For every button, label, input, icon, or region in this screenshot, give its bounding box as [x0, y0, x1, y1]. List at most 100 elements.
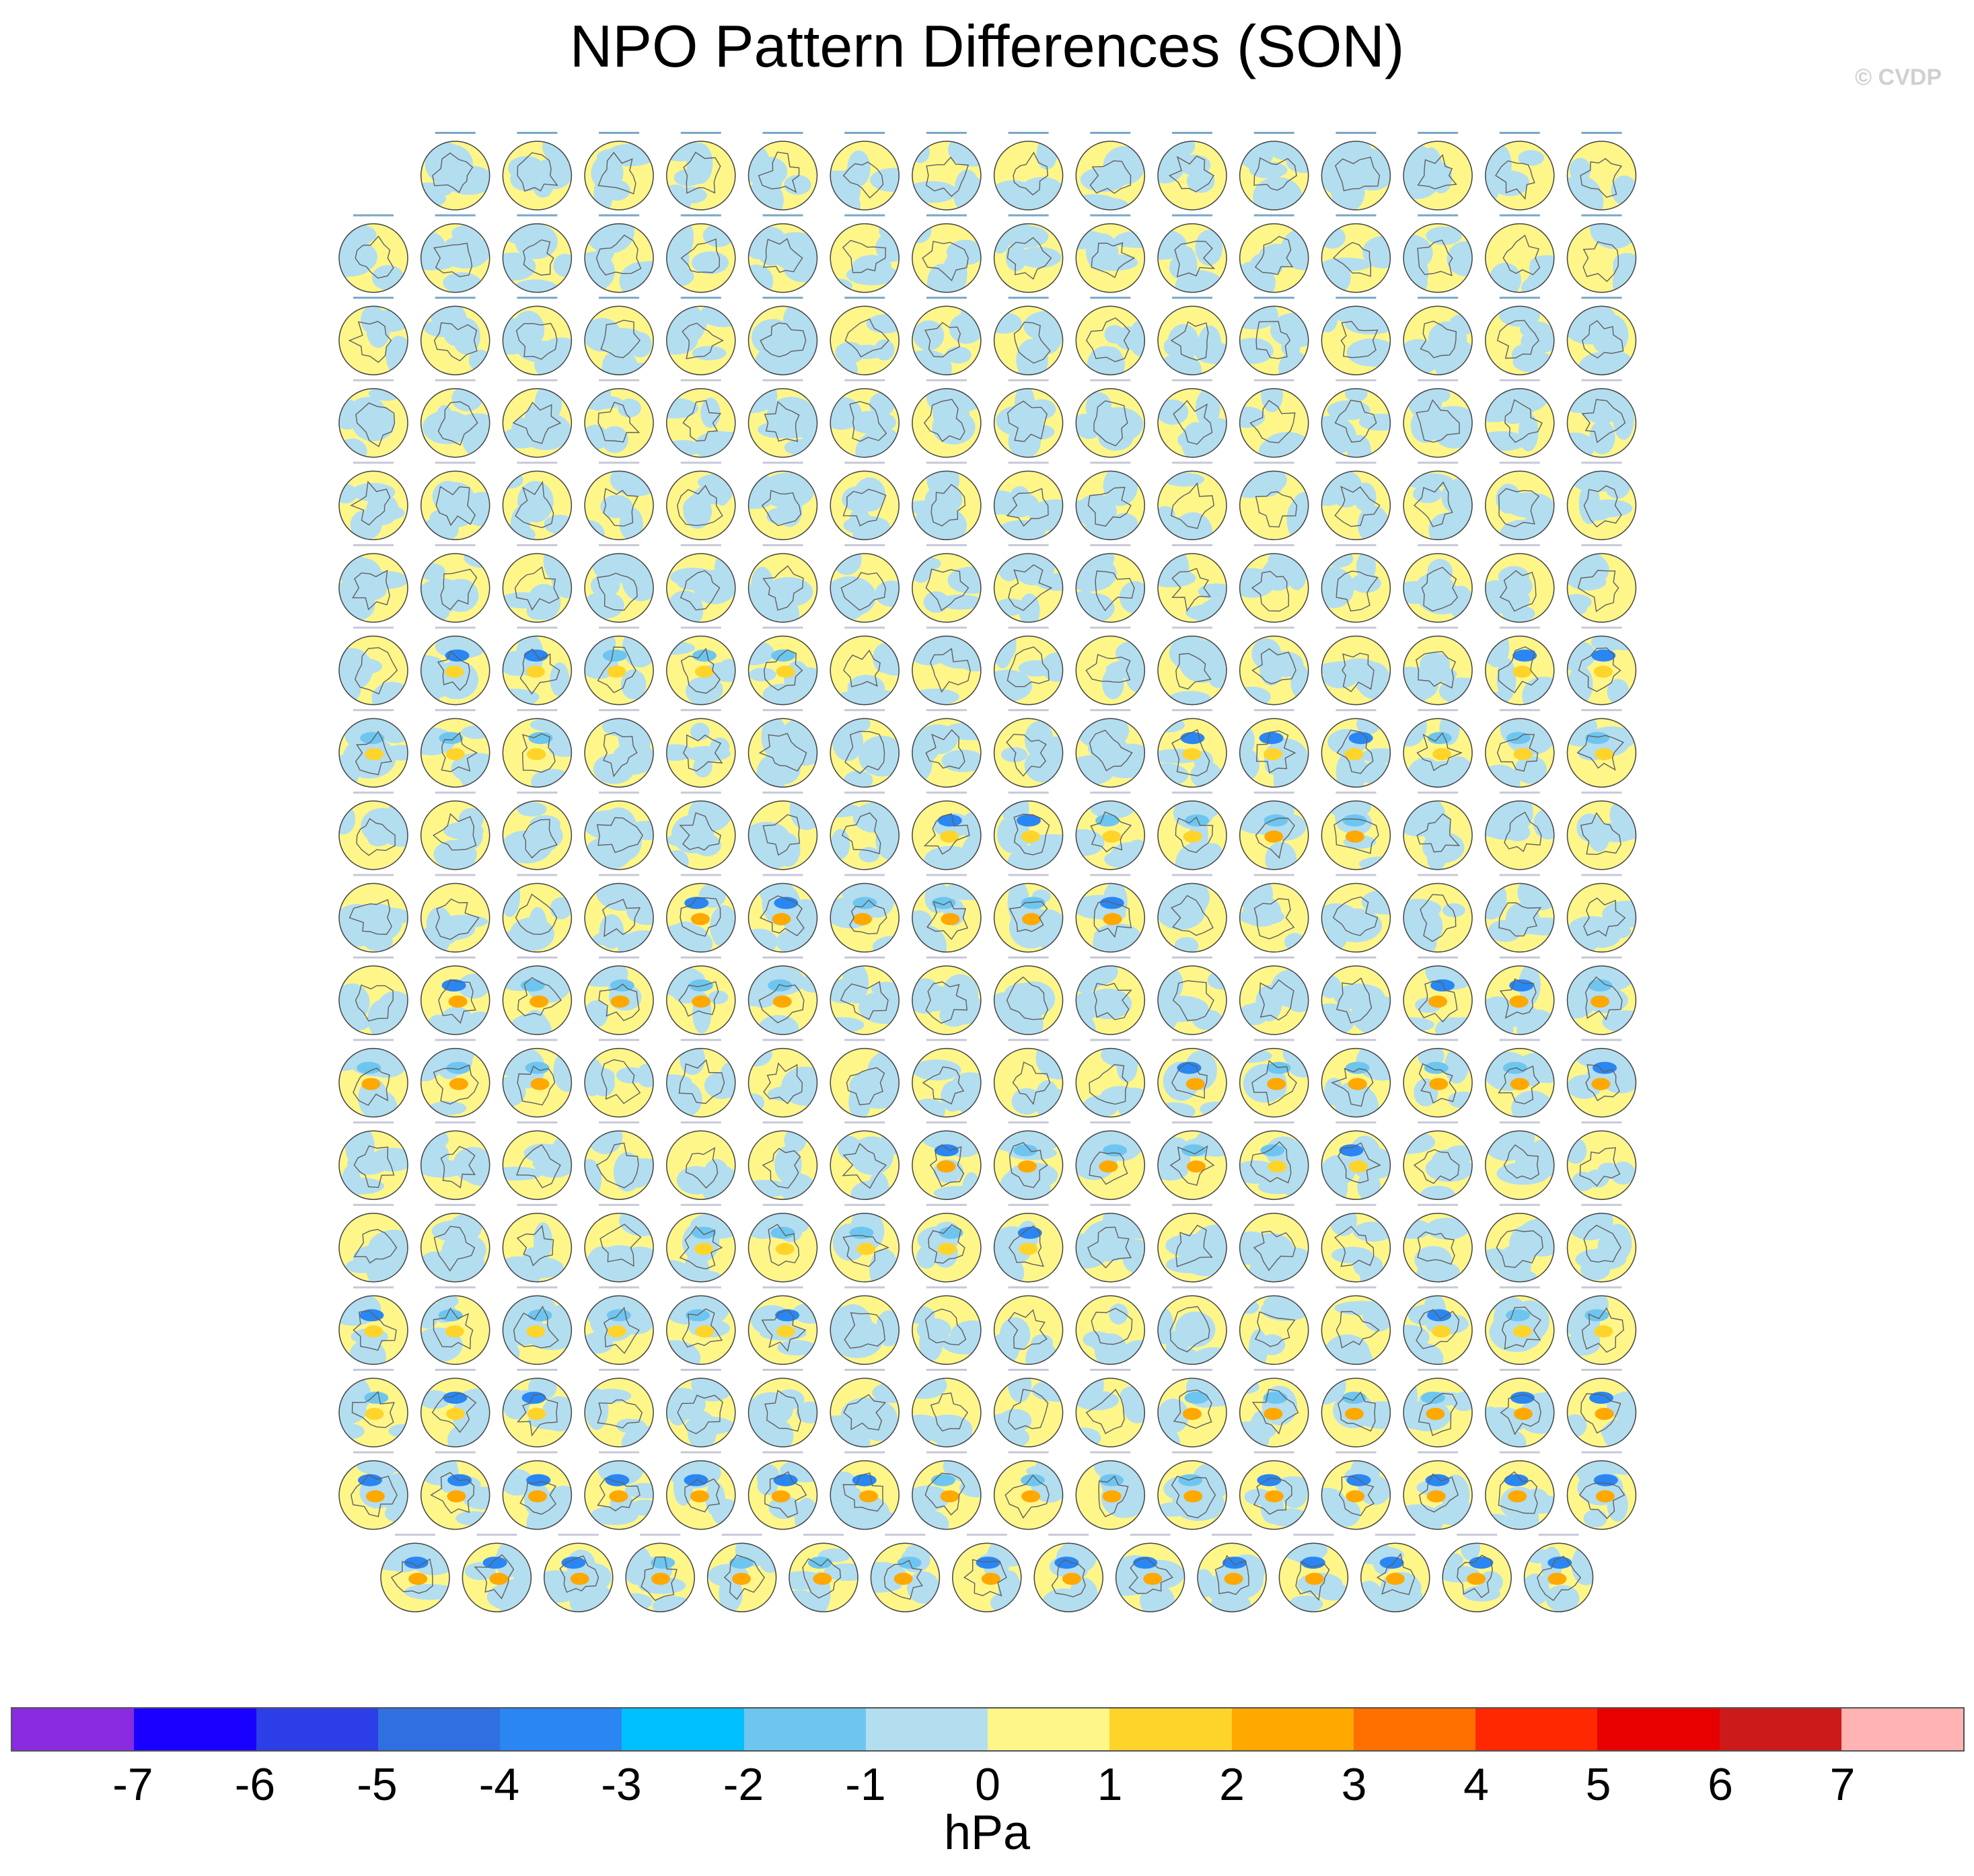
- coastline: [1087, 1226, 1132, 1269]
- map-border: [666, 965, 736, 1035]
- anomaly-region: [1282, 1048, 1309, 1067]
- map-border: [420, 1378, 490, 1448]
- panel-caption: [517, 791, 558, 794]
- map-border: [1157, 223, 1227, 293]
- anomaly-region: [1239, 907, 1284, 926]
- map-panel: [830, 874, 900, 953]
- anomaly-region: [1158, 763, 1189, 787]
- map-panel: [338, 1039, 408, 1118]
- coastline: [597, 402, 641, 443]
- map-border: [420, 1460, 490, 1530]
- map-border: [1197, 1542, 1267, 1612]
- map-panel: [1485, 379, 1555, 458]
- anomaly-region: [1181, 1144, 1206, 1157]
- map-panel: [666, 1121, 736, 1200]
- map-border: [1278, 1542, 1349, 1612]
- colorbar-segment-1: [134, 1709, 256, 1750]
- map-border: [1403, 635, 1473, 706]
- anomaly-region: [339, 1051, 362, 1071]
- anomaly-region: [421, 563, 445, 580]
- anomaly-region: [427, 1014, 449, 1035]
- anomaly-region: [1264, 1408, 1283, 1420]
- coastline: [1333, 818, 1379, 854]
- anomaly-region: [519, 1256, 564, 1279]
- coastline: [844, 1312, 885, 1349]
- coastline: [1170, 482, 1214, 529]
- map-border: [1566, 553, 1637, 623]
- anomaly-region: [1098, 422, 1134, 451]
- anomaly-region: [339, 983, 370, 1022]
- anomaly-region: [1054, 1556, 1079, 1569]
- anomaly-region: [1469, 1556, 1494, 1569]
- map-panel: [1321, 297, 1391, 375]
- anomaly-region: [1255, 985, 1282, 1022]
- anomaly-region: [1321, 1003, 1356, 1035]
- anomaly-region: [1029, 499, 1063, 532]
- anomaly-region: [947, 141, 981, 167]
- panel-caption: [844, 874, 885, 876]
- map-panel: [912, 132, 982, 211]
- anomaly-region: [1438, 677, 1473, 705]
- coastline: [1334, 400, 1377, 443]
- anomaly-region: [1158, 1398, 1189, 1433]
- panel-caption: [1336, 1451, 1377, 1454]
- map-border: [1485, 223, 1555, 293]
- anomaly-region: [1115, 326, 1142, 350]
- map-border: [912, 635, 982, 706]
- panel-caption: [1581, 709, 1622, 712]
- anomaly-region: [1353, 1222, 1391, 1242]
- panel-caption: [926, 791, 967, 794]
- anomaly-region: [453, 1146, 490, 1183]
- map-panel: [1239, 297, 1309, 375]
- colorbar-tick-label: 0: [975, 1759, 1000, 1810]
- map-panel: [912, 214, 982, 293]
- anomaly-region: [1321, 257, 1372, 272]
- map-panel: [666, 956, 736, 1035]
- map-border: [1403, 223, 1473, 293]
- map-panel: [338, 1369, 408, 1448]
- map-border: [993, 965, 1064, 1035]
- anomaly-region: [1593, 1474, 1618, 1487]
- anomaly-region: [610, 471, 654, 496]
- map-border: [912, 718, 982, 788]
- map-panel: [1321, 1451, 1391, 1530]
- anomaly-region: [1591, 1078, 1611, 1090]
- anomaly-region: [1264, 830, 1284, 843]
- panel-caption: [762, 626, 803, 629]
- panel-caption: [1581, 132, 1622, 134]
- map-border: [420, 388, 490, 458]
- panel-caption: [1090, 461, 1131, 464]
- coastline: [925, 729, 965, 770]
- map-border: [666, 141, 736, 211]
- map-panel: [1403, 1039, 1473, 1118]
- map-panel: [338, 297, 408, 375]
- map-border: [338, 965, 408, 1035]
- anomaly-region: [1195, 229, 1223, 266]
- anomaly-region: [1222, 1556, 1247, 1569]
- coastline: [1498, 646, 1539, 693]
- map-border: [912, 1130, 982, 1200]
- map-panel: [1566, 1286, 1637, 1365]
- anomaly-region: [585, 223, 634, 254]
- panel-caption: [1336, 626, 1377, 629]
- anomaly-region: [626, 1545, 652, 1585]
- map-panel: [338, 709, 408, 788]
- map-border: [584, 718, 654, 788]
- map-panel: [584, 1039, 654, 1118]
- anomaly-region: [675, 930, 713, 952]
- anomaly-region: [1248, 1232, 1294, 1268]
- panel-caption: [844, 132, 885, 134]
- anomaly-region: [937, 1242, 957, 1255]
- map-panel: [1321, 709, 1391, 788]
- panel-caption: [803, 1534, 844, 1536]
- coastline: [1418, 980, 1458, 1023]
- anomaly-region: [1504, 1474, 1529, 1487]
- map-border: [747, 1295, 818, 1365]
- coastline: [433, 242, 473, 278]
- panel-caption: [926, 544, 967, 546]
- map-border: [584, 800, 654, 870]
- anomaly-region: [695, 1325, 715, 1338]
- map-panel: [1403, 874, 1473, 953]
- anomaly-region: [543, 554, 568, 581]
- map-border: [1403, 305, 1473, 375]
